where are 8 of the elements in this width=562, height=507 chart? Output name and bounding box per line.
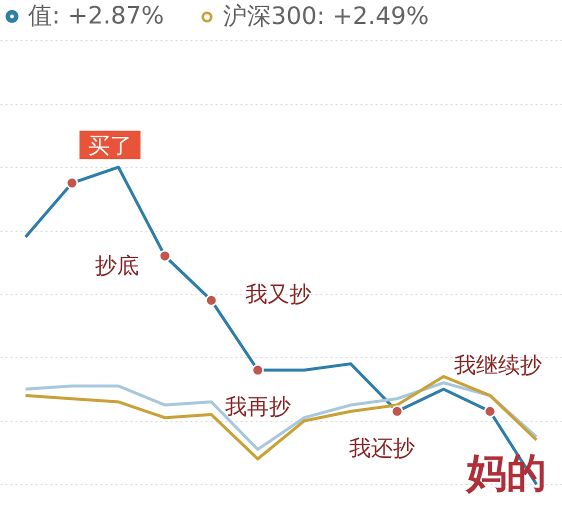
legend-label: 沪深300: +2.49% bbox=[223, 2, 429, 30]
annotation: 抄底 bbox=[94, 254, 139, 279]
annotation: 我继续抄 bbox=[454, 353, 542, 378]
annotation: 我再抄 bbox=[224, 395, 291, 420]
text: 买了 bbox=[88, 134, 132, 160]
annotation: 我还抄 bbox=[349, 436, 416, 462]
legend-label: 值: +2.87% bbox=[28, 1, 164, 30]
annotation: 我又抄 bbox=[245, 282, 312, 308]
